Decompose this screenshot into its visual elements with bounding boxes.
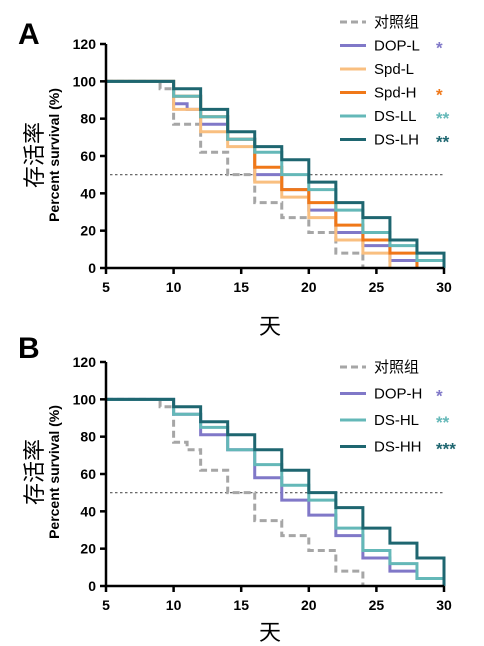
panel-a-x-tick-label: 10 xyxy=(166,279,182,295)
panel-b-legend-label-ds-hl: DS-HL xyxy=(374,412,419,429)
panel-a-y-tick-label: 60 xyxy=(80,148,96,164)
panel-a-legend-label-dop-l: DOP-L xyxy=(374,38,420,55)
panel-b-x-tick-label: 25 xyxy=(369,597,385,613)
panel-a-y-tick-label: 80 xyxy=(80,111,96,127)
x-axis-label-b: 天 xyxy=(259,621,281,646)
panel-b-x-tick-label: 20 xyxy=(301,597,317,613)
panel-a-legend-label-ds-lh: DS-LH xyxy=(374,132,419,149)
panel-b-legend-label-control: 对照组 xyxy=(374,358,419,376)
panel-b-y-tick-label: 100 xyxy=(73,391,97,407)
x-axis-label-a: 天 xyxy=(259,315,281,340)
panel-a-legend-label-ds-ll: DS-LL xyxy=(374,108,417,125)
panel-a-y-tick-label: 100 xyxy=(73,73,97,89)
panel-a-x-tick-label: 15 xyxy=(233,279,249,295)
panel-a-series-control xyxy=(106,79,365,268)
panel-b: B 存活率 Percent survival (%) 天 0 20 40 60 80 10… xyxy=(18,332,456,646)
panel-a-y-tick-label: 120 xyxy=(73,36,97,52)
legend-a: 对照组 DOP-L * Spd-L Spd-H * DS-LL ** DS-LH ** xyxy=(340,13,450,152)
panel-a-significance-spd-h: * xyxy=(436,86,443,105)
panel-a-legend-label-spd-l: Spd-L xyxy=(374,61,414,78)
panel-a-significance-dop-l: * xyxy=(436,39,443,58)
panel-b-y-tick-label: 20 xyxy=(80,541,96,557)
panel-b-x-tick-label: 10 xyxy=(166,597,182,613)
panel-a-x-tick-label: 30 xyxy=(436,279,452,295)
panel-a-x-tick-label: 25 xyxy=(369,279,385,295)
panel-a-significance-ds-ll: ** xyxy=(436,109,450,128)
panel-b-significance-dop-h: * xyxy=(436,387,443,406)
y-axis-label-cn-b: 存活率 xyxy=(23,439,48,505)
panel-b-series-control xyxy=(106,397,365,586)
panel-b-significance-ds-hl: ** xyxy=(436,413,450,432)
panel-b-series-ds-hh xyxy=(106,397,446,586)
panel-a-y-tick-label: 40 xyxy=(80,185,96,201)
panel-label-a: A xyxy=(18,18,40,51)
panel-b-legend-label-ds-hh: DS-HH xyxy=(374,439,422,456)
panel-b-legend-label-dop-h: DOP-H xyxy=(374,386,422,403)
panel-b-y-tick-label: 120 xyxy=(73,354,97,370)
panel-b-x-tick-label: 5 xyxy=(102,597,110,613)
panel-a-series-ds-lh xyxy=(106,79,446,268)
panel-a-y-tick-label: 20 xyxy=(80,223,96,239)
legend-b: 对照组 DOP-H * DS-HL ** DS-HH *** xyxy=(340,358,456,459)
panel-b-y-tick-label: 40 xyxy=(80,503,96,519)
panel-b-y-tick-label: 80 xyxy=(80,429,96,445)
panel-b-y-tick-label: 0 xyxy=(88,578,96,594)
panel-b-x-tick-label: 15 xyxy=(233,597,249,613)
y-axis-label-a: Percent survival (%) xyxy=(46,88,62,222)
panel-a-x-tick-label: 5 xyxy=(102,279,110,295)
panel-a-y-tick-label: 0 xyxy=(88,260,96,276)
y-axis-label-b: Percent survival (%) xyxy=(46,405,62,539)
plot-area-a: 0 20 40 60 80 100 120 5 10 15 20 25 30 xyxy=(73,36,452,295)
panel-a-legend-label-control: 对照组 xyxy=(374,13,419,31)
panel-label-b: B xyxy=(18,332,40,365)
panel-b-x-tick-label: 30 xyxy=(436,597,452,613)
panel-a-x-tick-label: 20 xyxy=(301,279,317,295)
panel-a-significance-ds-lh: ** xyxy=(436,133,450,152)
panel-a: A 存活率 Percent survival (%) 天 0 20 40 60 80 10… xyxy=(18,13,452,340)
y-axis-label-cn-a: 存活率 xyxy=(23,122,48,188)
plot-area-b: 0 20 40 60 80 100 120 5 10 15 20 25 30 xyxy=(73,354,452,613)
panel-a-legend-label-spd-h: Spd-H xyxy=(374,85,417,102)
panel-b-y-tick-label: 60 xyxy=(80,466,96,482)
panel-b-significance-ds-hh: *** xyxy=(436,440,456,459)
